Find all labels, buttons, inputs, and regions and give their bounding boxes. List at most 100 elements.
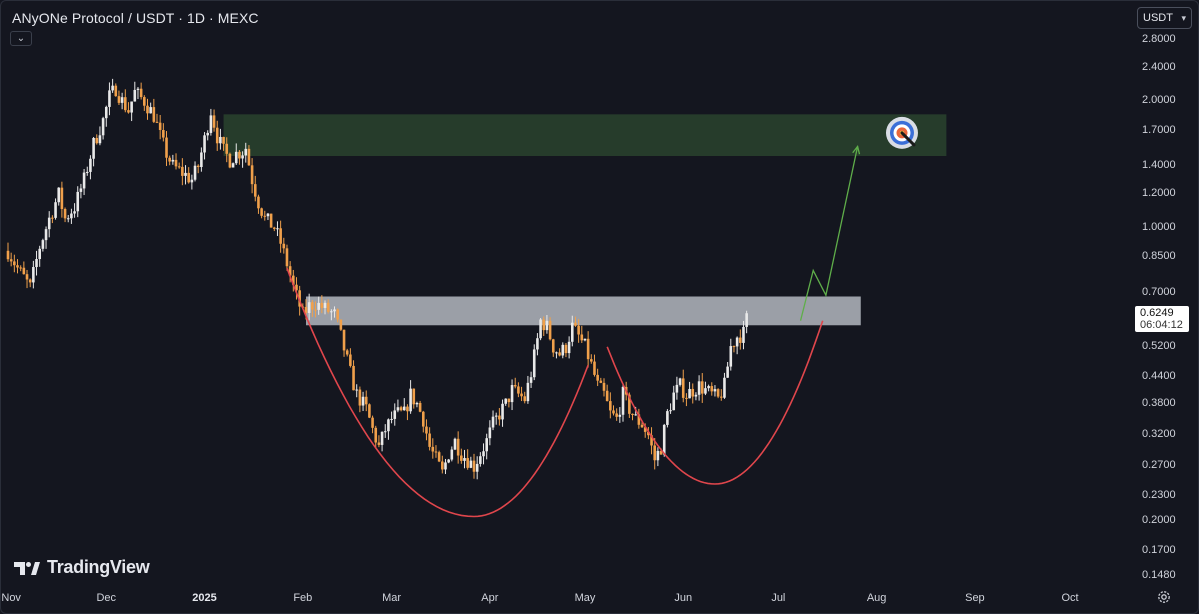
candle-body <box>393 410 397 419</box>
candle-body <box>681 378 685 398</box>
candle-body <box>54 202 57 218</box>
candle-body <box>63 209 67 219</box>
candle-body <box>349 354 352 366</box>
chart-title: ANyONe Protocol / USDT · 1D · MEXC <box>12 10 259 26</box>
candle-body <box>285 248 289 267</box>
candle-body <box>368 404 371 418</box>
x-tick-label: Aug <box>866 592 887 604</box>
candle-body <box>60 187 64 210</box>
candle-body <box>184 172 187 176</box>
candle-body <box>92 137 95 159</box>
candle-body <box>666 411 669 425</box>
candle-body <box>615 413 618 417</box>
cup-curve <box>606 320 824 485</box>
resistance-zone <box>305 296 861 326</box>
candle-body <box>618 414 622 417</box>
candle-body <box>577 325 580 335</box>
candles-layer <box>6 78 748 480</box>
y-tick-label: 1.4000 <box>1142 159 1176 172</box>
candle-body <box>700 381 704 394</box>
candle-body <box>276 228 279 230</box>
candle-body <box>155 121 159 123</box>
candle-body <box>330 311 333 313</box>
candle-body <box>745 313 748 327</box>
candle-body <box>311 302 314 310</box>
candle-body <box>453 438 457 450</box>
candle-body <box>485 438 488 452</box>
x-tick-label: Nov <box>1 592 21 604</box>
gear-icon[interactable] <box>1156 589 1172 605</box>
candle-body <box>643 427 647 432</box>
candle-body <box>266 213 270 217</box>
candle-body <box>441 461 444 470</box>
candle-body <box>536 338 539 350</box>
candle-body <box>260 208 263 216</box>
candle-body <box>79 188 83 192</box>
y-tick-label: 0.1480 <box>1142 568 1176 581</box>
candle-body <box>114 85 118 97</box>
candle-body <box>380 431 384 445</box>
candle-body <box>279 228 282 244</box>
candle-body <box>707 386 710 389</box>
candle-body <box>339 319 343 330</box>
candle-body <box>190 179 194 183</box>
candle-body <box>460 455 463 461</box>
currency-label: USDT <box>1143 12 1173 24</box>
candle-body <box>545 320 549 331</box>
candle-body <box>219 136 222 144</box>
x-tick-label: 2025 <box>192 592 217 604</box>
candle-body <box>22 267 26 275</box>
candle-body <box>406 406 409 412</box>
candle-body <box>200 152 203 168</box>
x-tick-label: Sep <box>965 592 985 604</box>
y-tick-label: 0.2000 <box>1142 514 1176 526</box>
candle-body <box>193 165 197 180</box>
candle-body <box>612 410 615 414</box>
logo-text: TradingView <box>47 557 150 577</box>
tradingview-logo[interactable]: TradingView <box>14 557 150 578</box>
candle-body <box>38 248 42 260</box>
candle-body <box>653 445 657 461</box>
candle-body <box>574 322 577 326</box>
candle-body <box>225 143 229 154</box>
x-tick-label: Feb <box>293 592 313 604</box>
candle-body <box>250 165 254 185</box>
x-tick-label: Mar <box>382 592 402 604</box>
candle-body <box>228 153 232 168</box>
candle-body <box>548 320 552 340</box>
candle-body <box>713 389 717 392</box>
candle-body <box>735 337 739 347</box>
x-tick-label: Dec <box>96 592 117 604</box>
candle-body <box>418 402 422 412</box>
candle-body <box>35 259 38 268</box>
candle-body <box>498 415 501 420</box>
candle-body <box>295 284 298 291</box>
candle-body <box>647 431 650 436</box>
candle-body <box>488 427 492 439</box>
candle-body <box>558 352 561 356</box>
dart <box>900 131 916 147</box>
candle-body <box>593 361 596 375</box>
candle-body <box>28 279 32 283</box>
candle-body <box>41 240 45 249</box>
candle-body <box>726 366 729 378</box>
candle-body <box>238 151 241 159</box>
candle-body <box>631 413 634 415</box>
last-price-label: 0.6249 06:04:12 <box>1135 306 1189 332</box>
candle-body <box>76 191 80 212</box>
currency-selector[interactable]: USDT ▾ <box>1137 7 1192 29</box>
y-tick-label: 0.4400 <box>1142 370 1176 383</box>
tradingview-logo-icon <box>14 561 40 575</box>
candle-body <box>282 243 286 249</box>
candle-body <box>605 390 609 402</box>
candle-body <box>32 267 35 283</box>
candle-body <box>710 386 714 392</box>
candle-body <box>222 136 225 144</box>
candle-body <box>304 307 308 313</box>
collapse-button[interactable]: ⌄ <box>10 31 32 46</box>
target-zone <box>223 114 947 157</box>
candle-body <box>719 396 723 398</box>
candle-body <box>742 326 745 343</box>
candle-body <box>196 165 200 168</box>
